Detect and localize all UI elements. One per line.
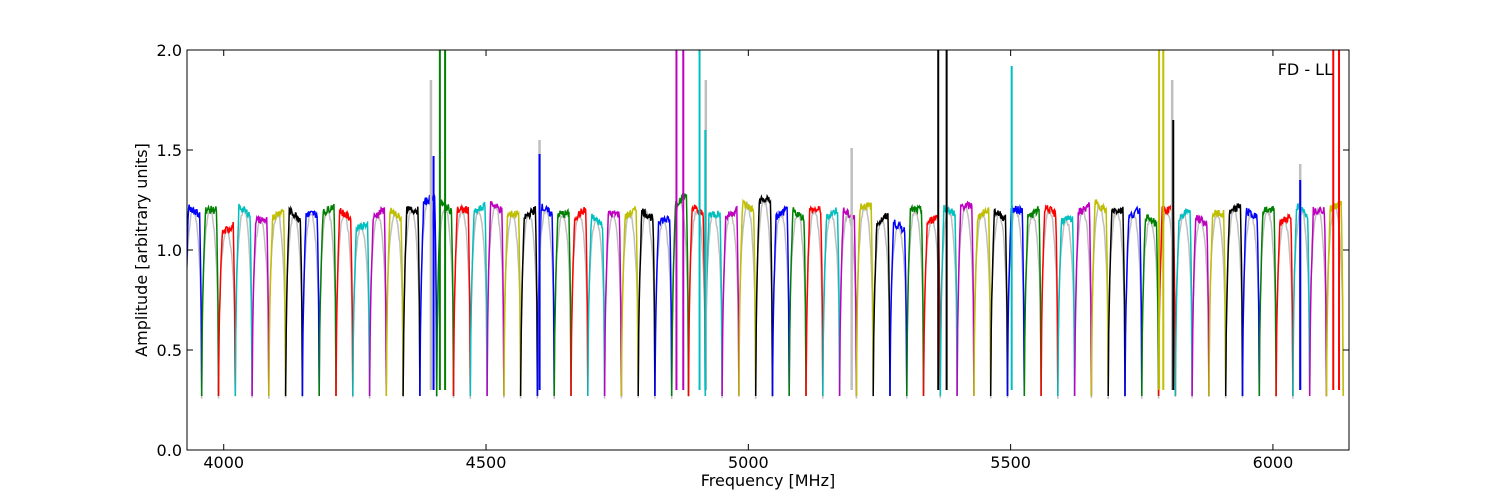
channel-series-line <box>1141 214 1160 397</box>
channel-series-line <box>553 207 572 397</box>
channel-series-line <box>318 203 337 397</box>
channel-series-line <box>637 208 656 397</box>
channel-series-line <box>486 200 505 397</box>
channel-series-line <box>234 203 253 397</box>
channel-series-line <box>805 205 824 397</box>
channel-series-line <box>872 212 891 397</box>
channel-series-line <box>402 206 421 397</box>
channel-series-line <box>906 204 925 397</box>
y-tick-label: 0.5 <box>157 341 182 360</box>
channel-series-line <box>771 204 790 397</box>
channel-series-line <box>187 204 203 397</box>
x-axis-label: Frequency [MHz] <box>701 471 835 490</box>
channel-series-line <box>352 220 371 397</box>
channel-series-line <box>1023 206 1042 397</box>
channel-series-line <box>1090 198 1109 397</box>
channel-series-line <box>1174 208 1193 397</box>
channel-series-line <box>620 206 639 397</box>
channel-series-line <box>1057 214 1076 397</box>
channel-series-line <box>1006 204 1026 397</box>
channel-series-line <box>301 210 320 397</box>
channel-series-line <box>1275 212 1294 397</box>
x-tick-label: 5500 <box>990 453 1031 472</box>
channel-series-line <box>670 192 690 397</box>
channel-series-line <box>587 213 606 397</box>
channel-series-line <box>1258 205 1277 397</box>
channel-series-line <box>989 207 1009 397</box>
channel-series-line <box>1073 202 1093 397</box>
channel-series-line <box>956 200 975 397</box>
channel-series-line <box>519 206 539 397</box>
channel-series-line <box>570 206 589 397</box>
channel-series-line <box>704 210 723 397</box>
channel-series-line <box>1241 207 1261 397</box>
channel-series-line <box>452 203 472 397</box>
channel-series-line <box>200 204 220 397</box>
channel-series-line <box>687 204 707 397</box>
channel-series-line <box>1191 214 1210 397</box>
y-tick-label: 2.0 <box>157 41 182 60</box>
channel-series-line <box>855 202 874 397</box>
channel-series-line <box>788 207 807 397</box>
x-axis: 4000 4500 5000 5500 6000 <box>203 50 1293 472</box>
x-tick-label: 5000 <box>728 453 769 472</box>
channel-series-line <box>1224 203 1244 397</box>
channel-series-line <box>284 205 304 397</box>
y-tick-label: 0.0 <box>157 441 182 460</box>
x-tick-label: 4500 <box>466 453 507 472</box>
channel-series-line <box>1107 206 1126 397</box>
series-layer <box>187 50 1344 400</box>
channel-series-line <box>603 210 623 397</box>
channel-series-line <box>838 207 858 397</box>
channel-series-line <box>217 221 237 397</box>
channel-series-line <box>1124 205 1143 397</box>
channel-series-line <box>754 193 774 397</box>
channel-series-line <box>973 206 992 397</box>
channel-series-line <box>721 205 740 397</box>
channel-series-line <box>1208 209 1227 397</box>
channel-series-line <box>822 207 841 397</box>
channel-series-line <box>469 201 488 397</box>
y-axis-label: Amplitude [arbitrary units] <box>132 143 151 357</box>
panel-annotation: FD - LL <box>1278 60 1333 79</box>
channel-series-line <box>1308 206 1328 397</box>
channel-series-line <box>738 198 757 397</box>
channel-series-line <box>368 205 388 397</box>
channel-series-line <box>1325 200 1344 397</box>
channel-series-line <box>385 207 404 397</box>
y-tick-label: 1.5 <box>157 141 182 160</box>
channel-series-line <box>335 208 354 397</box>
channel-series-line <box>654 214 673 397</box>
channel-series-line <box>268 208 287 397</box>
y-axis: 0.0 0.5 1.0 1.5 2.0 <box>157 41 1349 460</box>
channel-series-line <box>889 219 908 397</box>
y-tick-label: 1.0 <box>157 241 182 260</box>
x-tick-label: 4000 <box>203 453 244 472</box>
channel-series-line <box>251 214 270 397</box>
x-tick-label: 6000 <box>1253 453 1294 472</box>
channel-series-line <box>503 210 522 397</box>
channel-series-line <box>939 204 958 397</box>
channel-series-line <box>1040 204 1059 397</box>
